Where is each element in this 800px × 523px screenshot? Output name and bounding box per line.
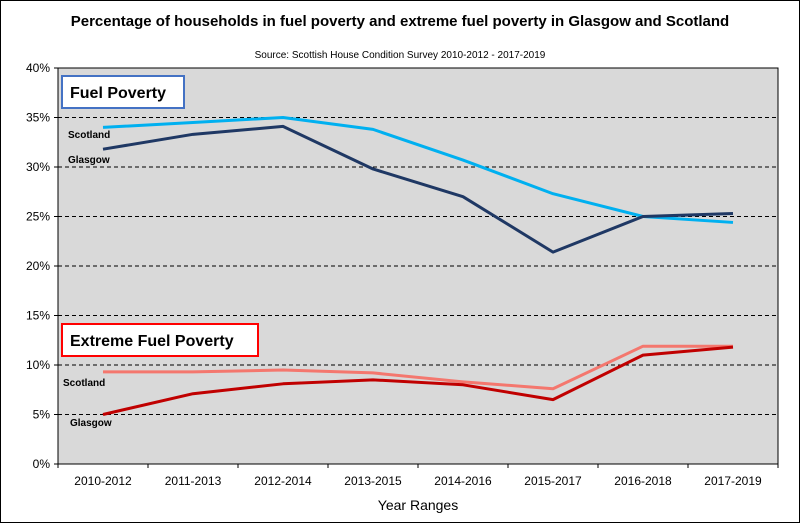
y-tick-label: 20% (26, 259, 50, 273)
series-line (102, 345, 734, 416)
series-label: Glasgow (70, 418, 112, 429)
x-tick-label: 2012-2014 (254, 474, 312, 488)
y-tick-label: 40% (26, 61, 50, 75)
series-label: Glasgow (68, 155, 110, 166)
series-label: Scotland (63, 378, 105, 389)
y-tick-label: 25% (26, 210, 50, 224)
group-label: Extreme Fuel Poverty (70, 333, 234, 350)
y-tick-label: 5% (33, 408, 51, 422)
y-tick-label: 15% (26, 309, 50, 323)
series-label: Scotland (68, 130, 110, 141)
series-line (103, 344, 733, 391)
group-label-box (61, 75, 185, 109)
group-label: Fuel Poverty (70, 85, 166, 102)
x-tick-label: 2016-2018 (614, 474, 672, 488)
x-tick-label: 2011-2013 (165, 474, 222, 488)
y-tick-label: 35% (26, 111, 50, 125)
chart-title: Percentage of households in fuel poverty… (70, 13, 730, 30)
group-label-box (61, 323, 259, 357)
chart-subtitle: Source: Scottish House Condition Survey … (254, 50, 546, 61)
series-line (102, 124, 734, 254)
x-tick-label: 2013-2015 (344, 474, 402, 488)
x-tick-label: 2017-2019 (704, 474, 762, 488)
x-tick-label: 2014-2016 (434, 474, 492, 488)
series-line (102, 116, 734, 224)
x-tick-label: 2015-2017 (524, 474, 582, 488)
y-tick-label: 30% (26, 160, 50, 174)
x-axis-label: Year Ranges (378, 497, 458, 513)
y-tick-label: 0% (33, 457, 51, 471)
y-tick-label: 10% (26, 358, 50, 372)
x-tick-label: 2010-2012 (74, 474, 132, 488)
